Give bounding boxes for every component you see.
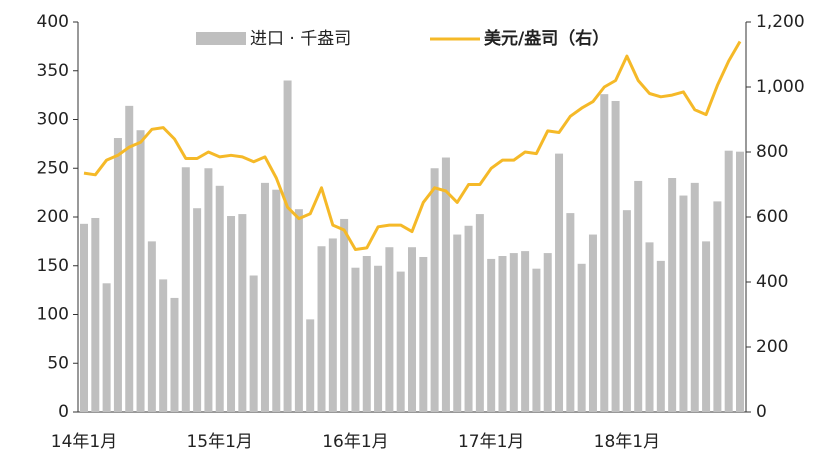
bar bbox=[306, 319, 315, 412]
bar bbox=[362, 256, 371, 412]
bar bbox=[170, 297, 179, 412]
bar bbox=[102, 283, 111, 412]
bar bbox=[736, 151, 744, 413]
bar bbox=[91, 217, 100, 412]
bar bbox=[136, 130, 145, 412]
y-tick-label: 300 bbox=[37, 110, 69, 130]
y-tick-label: 150 bbox=[37, 256, 69, 276]
bar bbox=[408, 247, 416, 412]
bar bbox=[193, 208, 202, 412]
y-tick-label: 400 bbox=[37, 12, 69, 32]
bar bbox=[509, 253, 518, 412]
x-tick-label: 17年1月 bbox=[458, 432, 524, 452]
bar bbox=[600, 94, 609, 413]
bar bbox=[588, 234, 597, 412]
bar bbox=[374, 265, 383, 412]
legend-swatch bbox=[196, 32, 246, 45]
bar bbox=[272, 189, 281, 412]
bar bbox=[441, 157, 450, 412]
bar bbox=[690, 182, 699, 412]
bar bbox=[80, 223, 88, 412]
bar bbox=[419, 256, 428, 412]
y2-tick-label: 400 bbox=[756, 272, 788, 292]
legend-label: 进口 · 千盎司 bbox=[250, 29, 351, 49]
bar bbox=[622, 210, 631, 412]
y-tick-label: 100 bbox=[37, 305, 69, 325]
bar bbox=[396, 271, 405, 412]
y-tick-label: 350 bbox=[37, 61, 69, 81]
bar bbox=[113, 138, 122, 412]
bar bbox=[204, 168, 213, 412]
bar bbox=[453, 234, 462, 412]
bar bbox=[283, 80, 292, 412]
bar bbox=[238, 214, 247, 412]
bar bbox=[521, 251, 530, 412]
bar bbox=[430, 168, 439, 412]
bar bbox=[125, 105, 134, 412]
bar bbox=[159, 279, 168, 412]
y-tick-label: 50 bbox=[47, 353, 69, 373]
bar bbox=[498, 256, 507, 412]
y2-tick-label: 1,000 bbox=[756, 77, 805, 97]
bar bbox=[713, 201, 722, 412]
bar bbox=[532, 268, 541, 412]
y-tick-label: 250 bbox=[37, 158, 69, 178]
bar bbox=[147, 241, 156, 412]
bar bbox=[656, 260, 665, 412]
y2-tick-label: 800 bbox=[756, 142, 788, 162]
legend-label: 美元/盎司（右） bbox=[484, 28, 609, 49]
bar bbox=[555, 153, 564, 412]
bar bbox=[487, 258, 496, 412]
x-tick-label: 14年1月 bbox=[51, 432, 117, 452]
bar bbox=[577, 263, 586, 412]
line bbox=[83, 40, 742, 251]
x-tick-label: 18年1月 bbox=[594, 432, 660, 452]
y-tick-label: 0 bbox=[58, 402, 69, 422]
bar bbox=[294, 209, 303, 412]
bar bbox=[260, 182, 269, 412]
bar bbox=[215, 185, 224, 412]
bar bbox=[679, 195, 688, 412]
x-tick-label: 16年1月 bbox=[322, 432, 388, 452]
bar bbox=[181, 167, 190, 412]
y2-tick-label: 1,200 bbox=[756, 12, 805, 32]
bar bbox=[227, 216, 236, 412]
bar bbox=[351, 267, 360, 412]
bar bbox=[543, 253, 552, 412]
bar bbox=[724, 150, 733, 412]
bar bbox=[645, 242, 654, 412]
bar bbox=[317, 246, 326, 412]
y2-tick-label: 0 bbox=[756, 402, 767, 422]
bar bbox=[668, 178, 677, 412]
bar bbox=[475, 214, 484, 412]
bar bbox=[385, 247, 394, 412]
bar bbox=[634, 180, 643, 412]
y2-tick-label: 200 bbox=[756, 337, 788, 357]
bar bbox=[464, 225, 473, 412]
y2-tick-label: 600 bbox=[756, 207, 788, 227]
bar bbox=[328, 238, 337, 412]
bar bbox=[249, 275, 258, 412]
bar bbox=[566, 213, 575, 412]
y-tick-label: 200 bbox=[37, 207, 69, 227]
bar bbox=[611, 100, 620, 412]
x-tick-label: 15年1月 bbox=[186, 432, 252, 452]
bar bbox=[702, 241, 711, 412]
bar bbox=[340, 218, 349, 412]
